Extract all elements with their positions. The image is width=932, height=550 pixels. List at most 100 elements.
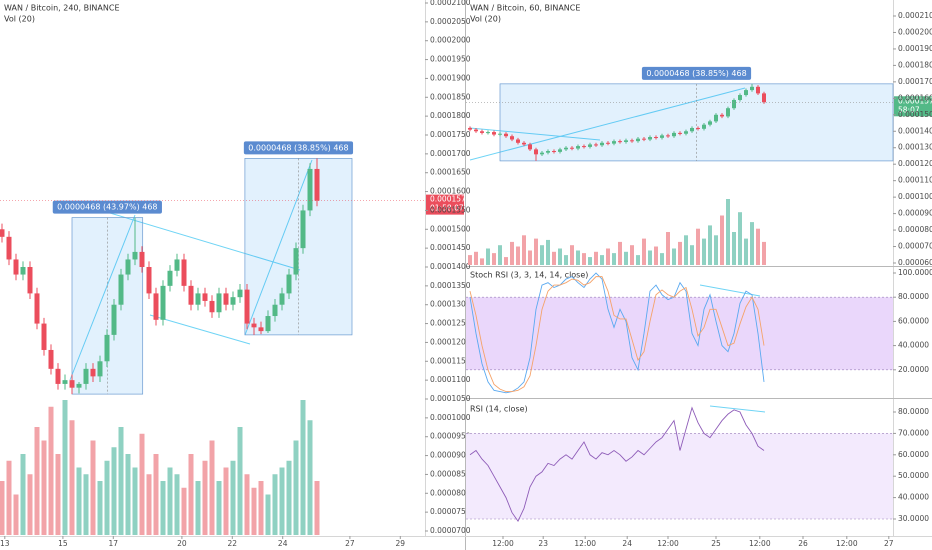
volume-bar: [624, 251, 628, 265]
candle-body: [522, 142, 526, 145]
candle-body: [540, 152, 544, 155]
candle-body: [762, 93, 766, 103]
candle-body: [534, 149, 538, 155]
volume-bar: [314, 481, 320, 535]
trend-lines: [69, 87, 766, 413]
volume-bar: [576, 250, 580, 265]
candle-body: [118, 274, 124, 305]
volume-bar: [600, 255, 604, 265]
volume-bar: [540, 245, 544, 265]
volume-bar: [13, 494, 19, 535]
volume-bar: [660, 253, 664, 265]
volume-bar: [618, 241, 622, 265]
y-tick-label: 0.0001650: [430, 168, 471, 177]
candle-body: [504, 133, 508, 137]
volume-bar: [588, 257, 592, 265]
y-tick-label: 0.0001000: [898, 192, 932, 201]
volume-bar: [678, 241, 682, 265]
indicator-line: [469, 272, 765, 394]
x-tick-label: 13: [0, 539, 10, 548]
candle-body: [492, 132, 496, 135]
candle-body: [552, 151, 556, 153]
y-tick-label: 0.0001100: [430, 375, 471, 384]
y-tick-label: 0.0000900: [430, 451, 471, 460]
candle-body: [76, 383, 82, 388]
last-price-label: 0.0001576: [430, 195, 471, 204]
candle-body: [690, 127, 694, 132]
volume-bar: [480, 258, 484, 265]
y-tick-label: 0.0001900: [430, 73, 471, 82]
candle-body: [41, 323, 47, 350]
candle-body: [237, 289, 243, 298]
y-tick-label: 0.0001200: [898, 159, 932, 168]
candle-body: [111, 304, 117, 335]
volume-bar: [83, 474, 89, 535]
candle-body: [756, 86, 760, 94]
y-tick-label: 0.0000700: [898, 242, 932, 251]
measure-label-bg: [52, 200, 162, 214]
candle-body: [230, 297, 236, 305]
y-tick-label: 0.0000850: [430, 469, 471, 478]
measure-label-bg: [641, 66, 752, 80]
volume-bar: [654, 246, 658, 265]
volume-bar: [690, 245, 694, 265]
candle-body: [27, 267, 33, 294]
candle-body: [618, 141, 622, 143]
indicator-title: Stoch RSI (3, 3, 14, 14, close): [470, 271, 588, 280]
x-tick-label: 25: [711, 539, 721, 548]
volume-bar: [125, 454, 131, 535]
volume-bar: [468, 255, 472, 265]
y-tick-label: 0.0001000: [430, 413, 471, 422]
last-price-label: 0.0001576: [898, 96, 932, 105]
candle-body: [62, 380, 68, 384]
candle-body: [696, 127, 700, 129]
x-tick-label: 12:00: [657, 539, 679, 548]
candle-body: [20, 267, 26, 275]
y-tick-label: 0.0001550: [430, 205, 471, 214]
volume-bar: [27, 474, 33, 535]
volume-bar: [188, 454, 194, 535]
candle-body: [612, 141, 616, 144]
candle-body: [738, 95, 742, 100]
x-tick-label: 24: [622, 539, 632, 548]
volume-bar: [738, 212, 742, 265]
countdown-label: 58:07: [898, 105, 920, 114]
y-tick-label: 0.0000900: [898, 209, 932, 218]
volume-bar: [251, 487, 257, 535]
candle-body: [146, 267, 152, 294]
y-tick-label: 0.0001450: [430, 243, 471, 252]
band: [466, 297, 893, 370]
y-tick-label: 80.0000: [898, 292, 929, 301]
candle-body: [153, 293, 159, 320]
candle-body: [48, 349, 54, 369]
candle-body: [684, 131, 688, 134]
y-tick-label: 0.0001500: [898, 110, 932, 119]
candle-body: [125, 259, 131, 275]
y-tick-label: 0.0001600: [898, 93, 932, 102]
candle-body: [209, 300, 215, 313]
volume-bar: [528, 250, 532, 265]
indicator-title: RSI (14, close): [470, 405, 528, 414]
candle-body: [528, 144, 532, 150]
x-tick-label: 23: [538, 539, 548, 548]
candle-body: [660, 135, 664, 138]
x-tick-label: 20: [177, 539, 187, 548]
y-tick-label: 0.0000750: [430, 507, 471, 516]
y-tick-label: 60.0000: [898, 450, 929, 459]
candle-body: [480, 131, 484, 133]
y-tick-label: 70.0000: [898, 428, 929, 437]
x-tick-label: 27: [345, 539, 355, 548]
candle-body: [516, 139, 520, 143]
y-tick-label: 0.0000800: [898, 225, 932, 234]
x-tick-label: 12:00: [492, 539, 514, 548]
chart-title: WAN / Bitcoin, 240, BINANCE: [4, 4, 120, 13]
volume-bar: [90, 440, 96, 535]
candle-body: [630, 140, 634, 142]
x-tick-label: 15: [58, 539, 68, 548]
volume-bar: [504, 257, 508, 265]
volume-bar: [756, 228, 760, 265]
volume-bar: [223, 467, 229, 535]
volume-bar: [258, 481, 264, 535]
candle-body: [498, 133, 502, 135]
y-tick-label: 40.0000: [898, 341, 929, 350]
